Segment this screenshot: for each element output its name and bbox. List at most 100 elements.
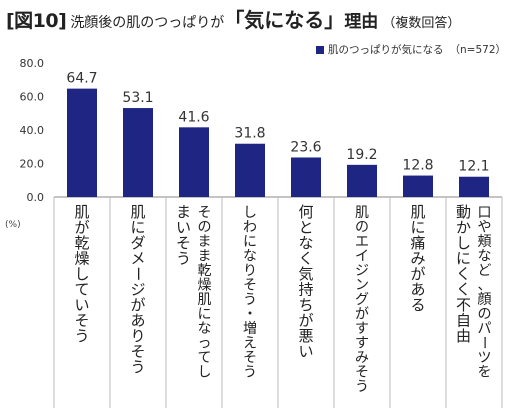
category-label-char: が bbox=[298, 312, 313, 330]
category-label-char: メ bbox=[130, 250, 145, 268]
category-label-char: 乾 bbox=[74, 234, 89, 252]
category-label-char: り bbox=[243, 263, 257, 279]
category-label-char: あ bbox=[130, 312, 145, 330]
category-label-char: し bbox=[198, 365, 212, 381]
category-label-char: ー bbox=[129, 266, 147, 281]
category-label-char: 痛 bbox=[410, 234, 425, 252]
category-label-char: 頬 bbox=[478, 234, 492, 250]
bar bbox=[235, 143, 265, 197]
data-label: 23.6 bbox=[290, 139, 321, 155]
category-label-char: え bbox=[243, 336, 257, 352]
category-label-char: く bbox=[456, 281, 471, 299]
category-label-char: 気 bbox=[298, 265, 313, 283]
category-label-char: 何 bbox=[298, 203, 313, 221]
bar bbox=[403, 175, 433, 197]
category-label-char: す bbox=[355, 321, 369, 337]
title-suffix: 理由 bbox=[344, 12, 379, 32]
category-label-char: に bbox=[130, 219, 145, 237]
category-label-char: そ bbox=[130, 343, 145, 361]
category-label-char: く bbox=[456, 265, 471, 283]
category-label-char: そ bbox=[198, 205, 212, 221]
category-label-char: う bbox=[243, 365, 257, 381]
category-label-char: す bbox=[355, 336, 369, 352]
category-label-char: の bbox=[355, 220, 369, 236]
category-label-char: っ bbox=[198, 336, 212, 352]
category-label-char: し bbox=[243, 205, 257, 221]
figure-number: [図10] bbox=[6, 10, 67, 32]
category-label-char: ジ bbox=[355, 263, 369, 279]
category-label-char: ま bbox=[176, 203, 191, 221]
data-label: 12.8 bbox=[402, 158, 433, 174]
category-label-char: ダ bbox=[130, 234, 145, 252]
chart-title: [図10] 洗顔後の肌のつっぱりが 「気になる」 理由 （複数回答） bbox=[6, 4, 460, 34]
y-tick-label: 60.0 bbox=[20, 91, 45, 104]
category-label-char: い bbox=[176, 219, 191, 237]
category-label-char: て bbox=[74, 281, 89, 299]
bar bbox=[67, 88, 97, 197]
category-label-char: ち bbox=[298, 296, 313, 314]
category-label-char: の bbox=[478, 307, 492, 323]
title-highlight: 「気になる」 bbox=[224, 8, 345, 32]
category-label-char: わ bbox=[243, 220, 257, 236]
data-label: 53.1 bbox=[122, 90, 153, 106]
category-label-char: に bbox=[198, 307, 212, 323]
category-label-char: ま bbox=[198, 249, 212, 265]
category-label-char: エ bbox=[355, 234, 369, 250]
category-label-char: り bbox=[130, 327, 145, 345]
category-label-char: い bbox=[298, 343, 313, 361]
category-label-char: そ bbox=[176, 234, 191, 252]
category-label-char: し bbox=[74, 265, 89, 283]
category-label-char: そ bbox=[243, 350, 257, 366]
category-label-char: に bbox=[243, 234, 257, 250]
category-label-char: う bbox=[130, 358, 145, 376]
legend-swatch bbox=[316, 45, 324, 54]
category-label-char: 増 bbox=[243, 321, 257, 337]
category-label-char: な bbox=[478, 249, 492, 265]
category-label-char: 燥 bbox=[74, 250, 89, 268]
category-label-char: 不 bbox=[456, 296, 471, 314]
category-label-char: の bbox=[198, 220, 212, 236]
category-label-char: ジ bbox=[130, 281, 145, 299]
category-label-char: 肌 bbox=[130, 203, 145, 221]
legend: 肌のつっぱりが気になる （n=572） bbox=[316, 42, 506, 57]
category-label-char: に bbox=[456, 250, 471, 268]
data-label: 19.2 bbox=[346, 147, 377, 163]
category-label-char: 動 bbox=[456, 203, 471, 221]
category-label-char: な bbox=[198, 321, 212, 337]
category-label-char: が bbox=[410, 265, 425, 283]
y-tick-label: 0.0 bbox=[27, 191, 45, 204]
category-label-char: 、 bbox=[478, 278, 492, 294]
category-label-char: 悪 bbox=[298, 327, 313, 345]
y-tick-label: 40.0 bbox=[20, 124, 45, 137]
category-label-char: う bbox=[74, 327, 89, 345]
category-label-char: い bbox=[74, 296, 89, 314]
category-label-char: と bbox=[298, 219, 313, 237]
data-label: 64.7 bbox=[66, 71, 97, 87]
category-label-char: る bbox=[410, 296, 425, 314]
bar bbox=[459, 176, 489, 197]
data-label: 31.8 bbox=[234, 126, 265, 142]
y-tick-label: 20.0 bbox=[20, 158, 45, 171]
category-label-char: が bbox=[74, 219, 89, 237]
data-label: 12.1 bbox=[458, 159, 489, 175]
category-label-char: 燥 bbox=[198, 278, 212, 294]
y-unit-label: (%) bbox=[5, 220, 21, 230]
category-label-char: か bbox=[456, 219, 471, 237]
category-label-char: 肌 bbox=[74, 203, 89, 221]
data-label: 41.6 bbox=[178, 109, 209, 125]
category-label-char: ン bbox=[355, 278, 369, 294]
category-label-char: み bbox=[410, 250, 425, 268]
category-label-char: あ bbox=[410, 281, 425, 299]
bar bbox=[123, 108, 153, 197]
bar bbox=[291, 157, 321, 197]
category-label-char: や bbox=[478, 220, 492, 236]
category-label-char: グ bbox=[355, 292, 369, 308]
category-label-char: ー bbox=[476, 336, 492, 350]
category-label-char: ツ bbox=[478, 350, 492, 366]
category-label-char: 持 bbox=[298, 281, 313, 299]
category-label-char: く bbox=[298, 250, 313, 268]
category-label-char: そ bbox=[243, 278, 257, 294]
category-label-char: 顔 bbox=[478, 292, 492, 308]
category-label-char: イ bbox=[355, 249, 369, 265]
category-label-char: う bbox=[176, 250, 191, 268]
